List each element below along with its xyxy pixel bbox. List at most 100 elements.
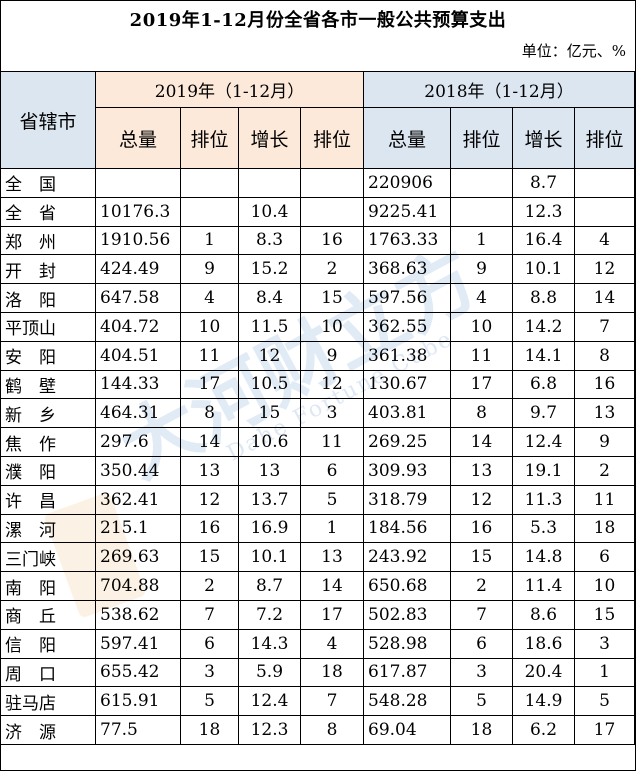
rank-2018-cell: 14: [450, 427, 513, 457]
table-row: 新 乡 464.31 8 15 3 403.81 8 9.7 13: [0, 398, 635, 429]
rank-2018-cell: 11: [450, 340, 513, 371]
total-2018-cell: 368.63: [363, 254, 451, 285]
rank-2018-cell: 5: [450, 686, 513, 717]
growth-2019-cell: 12: [238, 340, 301, 371]
growth-rank-2018-cell: 5: [574, 686, 635, 717]
total-2018-cell: 528.98: [363, 628, 451, 659]
growth-rank-2018-cell: 3: [574, 628, 635, 659]
growth-2019-cell: [238, 168, 301, 198]
header-total-2018: 总量: [363, 107, 451, 169]
header-growth-2019: 增长: [238, 107, 301, 169]
region-cell: 漯 河: [0, 513, 96, 544]
growth-2018-cell: 12.4: [512, 427, 575, 457]
growth-rank-2018-cell: 11: [574, 484, 635, 515]
rank-2018-cell: 6: [450, 628, 513, 659]
growth-2018-cell: 11.3: [512, 484, 575, 515]
total-2018-cell: 130.67: [363, 369, 451, 400]
total-2018-cell: 184.56: [363, 513, 451, 544]
region-cell: 南 阳: [0, 571, 96, 601]
growth-rank-2019-cell: 6: [300, 455, 364, 486]
growth-2019-cell: 8.3: [238, 225, 301, 256]
total-2018-cell: 650.68: [363, 571, 451, 601]
growth-2018-cell: 18.6: [512, 628, 575, 659]
header-region: 省辖市: [0, 71, 96, 169]
region-cell: 信 阳: [0, 628, 96, 659]
growth-rank-2018-cell: [574, 168, 635, 198]
rank-2019-cell: 5: [180, 686, 239, 717]
growth-rank-2018-cell: 15: [574, 599, 635, 630]
table-row: 全 省 10176.3 10.4 9225.41 12.3: [0, 196, 635, 227]
growth-2018-cell: 9.7: [512, 398, 575, 429]
growth-2019-cell: 10.6: [238, 427, 301, 457]
total-2019-cell: 615.91: [95, 686, 181, 717]
table-row: 漯 河 215.1 16 16.9 1 184.56 16 5.3 18: [0, 513, 635, 544]
rank-2018-cell: [450, 196, 513, 227]
budget-table: 省辖市 2019年（1-12月） 2018年（1-12月） 总量 排位 增长 排…: [0, 71, 635, 745]
rank-2019-cell: 11: [180, 340, 239, 371]
rank-2018-cell: [450, 168, 513, 198]
table-row: 开 封 424.49 9 15.2 2 368.63 9 10.1 12: [0, 254, 635, 285]
header-rank-2019: 排位: [180, 107, 239, 169]
rank-2018-cell: 8: [450, 398, 513, 429]
growth-rank-2019-cell: 13: [300, 542, 364, 573]
growth-2019-cell: 12.4: [238, 686, 301, 717]
total-2018-cell: 309.93: [363, 455, 451, 486]
growth-rank-2018-cell: 7: [574, 311, 635, 342]
rank-2019-cell: 3: [180, 657, 239, 688]
total-2019-cell: 362.41: [95, 484, 181, 515]
table-row: 焦 作 297.6 14 10.6 11 269.25 14 12.4 9: [0, 427, 635, 457]
header-group-2018: 2018年（1-12月）: [363, 71, 635, 108]
growth-rank-2018-cell: 16: [574, 369, 635, 400]
header-growth-rank-2018: 排位: [574, 107, 635, 169]
table-row: 平顶山 404.72 10 11.5 10 362.55 10 14.2 7: [0, 311, 635, 342]
region-cell: 周 口: [0, 657, 96, 688]
table-row: 商 丘 538.62 7 7.2 17 502.83 7 8.6 15: [0, 599, 635, 630]
growth-2018-cell: 10.1: [512, 254, 575, 285]
growth-rank-2019-cell: 11: [300, 427, 364, 457]
growth-rank-2019-cell: 9: [300, 340, 364, 371]
growth-rank-2019-cell: [300, 196, 364, 227]
rank-2019-cell: 17: [180, 369, 239, 400]
rank-2019-cell: 10: [180, 311, 239, 342]
growth-rank-2019-cell: [300, 168, 364, 198]
rank-2018-cell: 9: [450, 254, 513, 285]
table-row: 南 阳 704.88 2 8.7 14 650.68 2 11.4 10: [0, 571, 635, 601]
total-2018-cell: 548.28: [363, 686, 451, 717]
growth-2019-cell: 16.9: [238, 513, 301, 544]
growth-2018-cell: 19.1: [512, 455, 575, 486]
total-2018-cell: 1763.33: [363, 225, 451, 256]
table-row: 三门峡 269.63 15 10.1 13 243.92 15 14.8 6: [0, 542, 635, 573]
growth-rank-2019-cell: 17: [300, 599, 364, 630]
region-cell: 新 乡: [0, 398, 96, 429]
region-cell: 平顶山: [0, 311, 96, 342]
growth-rank-2018-cell: [574, 196, 635, 227]
table-row: 许 昌 362.41 12 13.7 5 318.79 12 11.3 11: [0, 484, 635, 515]
total-2018-cell: 318.79: [363, 484, 451, 515]
growth-rank-2019-cell: 18: [300, 657, 364, 688]
total-2018-cell: 362.55: [363, 311, 451, 342]
total-2019-cell: 215.1: [95, 513, 181, 544]
total-2018-cell: 269.25: [363, 427, 451, 457]
rank-2019-cell: 1: [180, 225, 239, 256]
rank-2019-cell: 7: [180, 599, 239, 630]
growth-rank-2018-cell: 13: [574, 398, 635, 429]
header-rank-2018: 排位: [450, 107, 513, 169]
growth-rank-2018-cell: 9: [574, 427, 635, 457]
total-2018-cell: 220906: [363, 168, 451, 198]
table-row: 全 国 220906 8.7: [0, 168, 635, 198]
table-row: 驻马店 615.91 5 12.4 7 548.28 5 14.9 5: [0, 686, 635, 717]
growth-2018-cell: 14.9: [512, 686, 575, 717]
growth-2018-cell: 8.6: [512, 599, 575, 630]
total-2019-cell: 269.63: [95, 542, 181, 573]
region-cell: 濮 阳: [0, 455, 96, 486]
total-2018-cell: 502.83: [363, 599, 451, 630]
total-2019-cell: 538.62: [95, 599, 181, 630]
growth-2018-cell: 14.2: [512, 311, 575, 342]
total-2019-cell: 597.41: [95, 628, 181, 659]
rank-2019-cell: [180, 196, 239, 227]
header-growth-2018: 增长: [512, 107, 575, 169]
growth-2019-cell: 10.5: [238, 369, 301, 400]
growth-rank-2018-cell: 2: [574, 455, 635, 486]
growth-2018-cell: 20.4: [512, 657, 575, 688]
region-cell: 鹤 壁: [0, 369, 96, 400]
